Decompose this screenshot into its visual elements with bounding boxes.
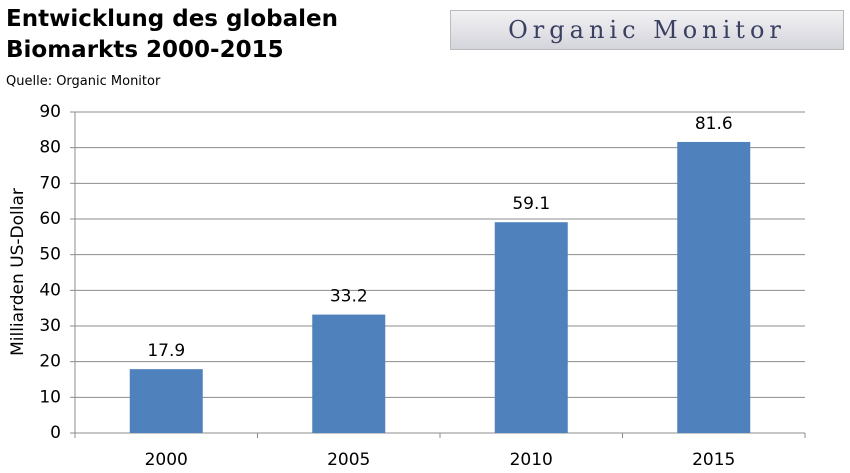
data-label: 33.2: [330, 287, 368, 307]
bar: [494, 222, 568, 433]
bar: [129, 369, 203, 433]
logo: Organic Monitor: [450, 10, 844, 50]
data-label: 17.9: [147, 341, 185, 361]
x-tick-label: 2015: [692, 450, 735, 470]
chart-subtitle: Quelle: Organic Monitor: [6, 74, 161, 89]
y-tick-label: 90: [39, 102, 61, 122]
y-tick-label: 80: [39, 138, 61, 158]
y-tick-label: 30: [39, 316, 61, 336]
x-tick-label: 2010: [510, 450, 553, 470]
x-tick-label: 2000: [145, 450, 188, 470]
bar: [312, 314, 386, 433]
y-tick-label: 40: [39, 280, 61, 300]
chart-title: Entwicklung des globalen Biomarkts 2000-…: [6, 6, 338, 63]
bar: [677, 141, 751, 433]
y-tick-label: 20: [39, 352, 61, 372]
y-tick-label: 0: [50, 423, 61, 443]
y-tick-label: 10: [39, 387, 61, 407]
y-tick-label: 60: [39, 209, 61, 229]
y-tick-label: 50: [39, 245, 61, 265]
x-tick-label: 2005: [327, 450, 370, 470]
y-tick-label: 70: [39, 173, 61, 193]
y-axis-label: Milliarden US-Dollar: [8, 188, 28, 356]
data-label: 59.1: [512, 194, 550, 214]
data-label: 81.6: [695, 114, 733, 134]
